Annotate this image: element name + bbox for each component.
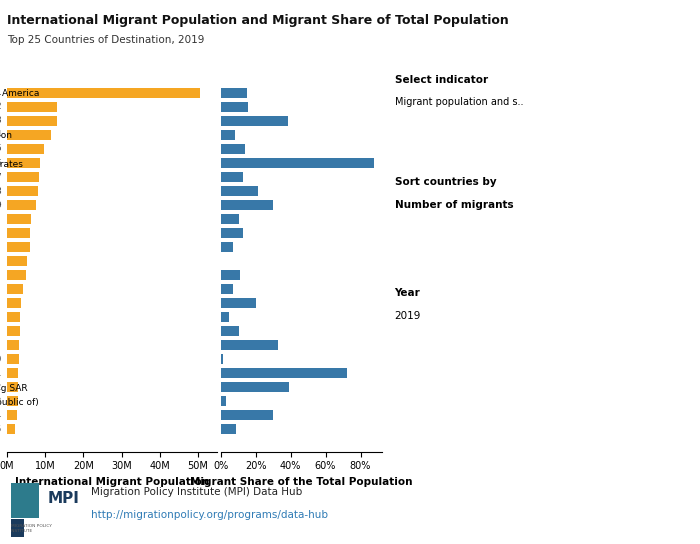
Bar xyxy=(220,256,221,266)
Bar xyxy=(7,397,18,406)
Bar xyxy=(7,242,29,252)
Text: 8: 8 xyxy=(0,187,1,195)
Bar xyxy=(7,116,57,126)
Text: 20: 20 xyxy=(0,355,1,364)
Text: 21: 21 xyxy=(0,369,1,378)
Text: 9: 9 xyxy=(0,201,1,209)
Text: 18: 18 xyxy=(0,327,1,336)
Bar xyxy=(220,410,273,420)
Bar xyxy=(7,186,38,196)
Text: 24: 24 xyxy=(0,411,1,420)
Bar xyxy=(220,144,245,154)
Bar xyxy=(7,88,200,98)
Bar xyxy=(220,200,273,210)
Bar xyxy=(7,228,30,238)
Bar xyxy=(220,214,239,224)
Bar xyxy=(220,88,248,98)
Text: 11: 11 xyxy=(0,228,1,238)
Text: 7: 7 xyxy=(0,172,1,182)
Text: Migrant population and s..: Migrant population and s.. xyxy=(395,97,523,107)
Bar xyxy=(220,312,230,322)
Bar xyxy=(220,158,374,168)
Bar xyxy=(7,214,31,224)
FancyBboxPatch shape xyxy=(10,483,38,518)
Bar xyxy=(220,368,346,378)
Bar xyxy=(220,116,288,126)
Bar xyxy=(220,354,223,364)
Bar xyxy=(220,186,258,196)
Text: Select indicator: Select indicator xyxy=(395,75,488,84)
Text: 2019: 2019 xyxy=(395,311,421,320)
Bar xyxy=(7,130,51,140)
Bar xyxy=(220,285,233,294)
Text: MPI: MPI xyxy=(48,491,79,506)
Text: http://migrationpolicy.org/programs/data-hub: http://migrationpolicy.org/programs/data… xyxy=(91,510,328,520)
Text: Migration Policy Institute (MPI) Data Hub: Migration Policy Institute (MPI) Data Hu… xyxy=(91,487,302,497)
Bar xyxy=(7,382,18,392)
Text: 23: 23 xyxy=(0,397,1,406)
Text: 4: 4 xyxy=(0,131,1,139)
Bar xyxy=(7,256,27,266)
Bar xyxy=(7,102,57,112)
Text: 10: 10 xyxy=(0,214,1,224)
Bar xyxy=(7,144,43,154)
Text: 1: 1 xyxy=(0,89,1,97)
Bar xyxy=(7,410,17,420)
Text: 25: 25 xyxy=(0,425,1,434)
Text: Number of migrants: Number of migrants xyxy=(395,200,513,210)
Bar xyxy=(220,102,248,112)
Bar xyxy=(220,130,234,140)
Text: Year: Year xyxy=(395,288,420,298)
Bar xyxy=(220,326,239,336)
Bar xyxy=(7,312,20,322)
Bar xyxy=(220,397,226,406)
X-axis label: International Migrant Population: International Migrant Population xyxy=(15,477,209,487)
Text: 14: 14 xyxy=(0,270,1,280)
Text: 5: 5 xyxy=(0,145,1,153)
Text: 17: 17 xyxy=(0,313,1,322)
Bar xyxy=(220,298,256,308)
Text: 2: 2 xyxy=(0,102,1,112)
Text: 3: 3 xyxy=(0,116,1,126)
Text: 22: 22 xyxy=(0,383,1,392)
X-axis label: Migrant Share of the Total Population: Migrant Share of the Total Population xyxy=(190,477,412,487)
Text: 19: 19 xyxy=(0,341,1,350)
Bar xyxy=(7,341,19,350)
Bar xyxy=(220,424,236,434)
Bar xyxy=(7,354,19,364)
Bar xyxy=(220,172,243,182)
Bar xyxy=(7,158,40,168)
Bar xyxy=(7,285,23,294)
Bar xyxy=(220,382,288,392)
Text: 15: 15 xyxy=(0,285,1,294)
Bar xyxy=(7,172,39,182)
Bar xyxy=(220,270,239,280)
Text: 12: 12 xyxy=(0,243,1,252)
Bar xyxy=(7,270,26,280)
Bar xyxy=(7,298,21,308)
Text: 13: 13 xyxy=(0,257,1,265)
Bar xyxy=(220,242,232,252)
Bar xyxy=(7,368,18,378)
Bar xyxy=(7,200,36,210)
Bar xyxy=(220,341,279,350)
Text: International Migrant Population and Migrant Share of Total Population: International Migrant Population and Mig… xyxy=(7,14,509,27)
Text: 6: 6 xyxy=(0,158,1,168)
Text: 16: 16 xyxy=(0,299,1,308)
Bar xyxy=(7,326,20,336)
Text: Top 25 Countries of Destination, 2019: Top 25 Countries of Destination, 2019 xyxy=(7,35,204,45)
Bar xyxy=(7,424,15,434)
FancyBboxPatch shape xyxy=(10,519,24,536)
Text: Sort countries by: Sort countries by xyxy=(395,177,496,187)
Text: MIGRATION POLICY
INSTITUTE: MIGRATION POLICY INSTITUTE xyxy=(10,524,52,533)
Bar xyxy=(220,228,244,238)
